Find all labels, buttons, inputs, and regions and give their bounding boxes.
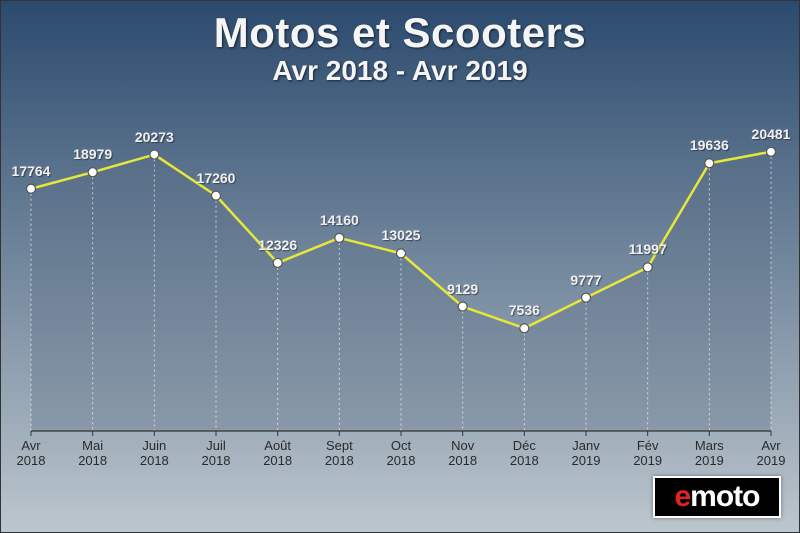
data-marker [88, 168, 97, 177]
x-axis-label: Mars 2019 [695, 439, 724, 469]
value-label: 18979 [73, 146, 112, 162]
data-marker [273, 258, 282, 267]
logo-rest-text: moto [690, 480, 759, 514]
data-marker [150, 150, 159, 159]
value-label: 12326 [258, 237, 297, 253]
data-marker [27, 184, 36, 193]
title-block: Motos et Scooters Avr 2018 - Avr 2019 [1, 9, 799, 87]
value-label: 13025 [382, 227, 421, 243]
x-axis-label: Avr 2018 [17, 439, 46, 469]
data-marker [397, 249, 406, 258]
x-axis-label: Juil 2018 [202, 439, 231, 469]
data-marker [767, 147, 776, 156]
chart-title: Motos et Scooters [1, 9, 799, 57]
data-marker [643, 263, 652, 272]
x-axis-label: Août 2018 [263, 439, 292, 469]
logo-accent-letter: e [674, 480, 690, 514]
value-label: 14160 [320, 212, 359, 228]
value-label: 20273 [135, 129, 174, 145]
chart-container: Motos et Scooters Avr 2018 - Avr 2019 Av… [0, 0, 800, 533]
data-marker [520, 324, 529, 333]
chart-subtitle: Avr 2018 - Avr 2019 [1, 55, 799, 87]
data-marker [705, 159, 714, 168]
x-axis-label: Fév 2019 [633, 439, 662, 469]
value-label: 19636 [690, 137, 729, 153]
x-axis-label: Avr 2019 [757, 439, 786, 469]
plot-area [31, 131, 771, 431]
x-axis-label: Juin 2018 [140, 439, 169, 469]
value-label: 11997 [629, 241, 667, 257]
x-axis-label: Déc 2018 [510, 439, 539, 469]
value-label: 9129 [447, 281, 478, 297]
x-axis-label: Mai 2018 [78, 439, 107, 469]
data-marker [458, 302, 467, 311]
data-marker [212, 191, 221, 200]
value-label: 17260 [197, 170, 236, 186]
logo-emoto: emoto [653, 476, 781, 518]
x-axis-label: Sept 2018 [325, 439, 354, 469]
x-axis-label: Janv 2019 [572, 439, 601, 469]
x-axis-label: Oct 2018 [387, 439, 416, 469]
data-marker [582, 293, 591, 302]
x-axis-label: Nov 2018 [448, 439, 477, 469]
value-label: 9777 [570, 272, 601, 288]
value-label: 7536 [509, 302, 540, 318]
data-marker [335, 233, 344, 242]
value-label: 20481 [752, 126, 791, 142]
chart-svg [31, 131, 771, 431]
value-label: 17764 [12, 163, 51, 179]
